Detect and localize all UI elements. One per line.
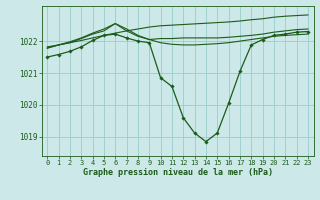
X-axis label: Graphe pression niveau de la mer (hPa): Graphe pression niveau de la mer (hPa) [83, 168, 273, 177]
